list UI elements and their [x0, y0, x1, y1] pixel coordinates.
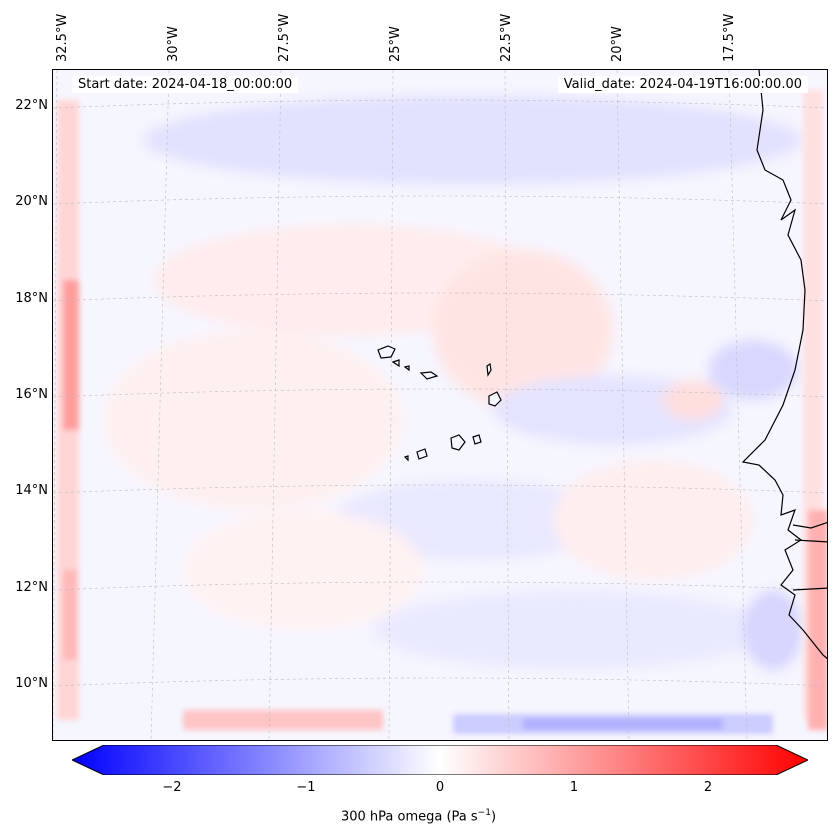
lon-label-22-5w: 22.5°W: [499, 13, 514, 62]
colorbar-tick-1: 1: [569, 780, 579, 795]
lat-label-12n: 12°N: [15, 580, 48, 595]
lat-label-22n: 22°N: [15, 98, 48, 113]
colorbar: [72, 745, 808, 775]
lon-label-32-5w: 32.5°W: [55, 13, 70, 62]
start-date-label: Start date: 2024-04-18_00:00:00: [72, 76, 299, 93]
lat-label-14n: 14°N: [15, 483, 48, 498]
colorbar-label-close: ): [490, 809, 497, 825]
colorbar-tick-neg2: −2: [162, 780, 182, 795]
lat-label-18n: 18°N: [15, 291, 48, 306]
omega-shading: [103, 95, 803, 670]
coastline: [741, 70, 827, 660]
boundary-zones: [57, 90, 827, 734]
lon-label-20w: 20°W: [610, 26, 625, 62]
lat-label-16n: 16°N: [15, 387, 48, 402]
colorbar-tick-2: 2: [703, 780, 713, 795]
omega-map: [52, 69, 828, 741]
colorbar-tick-0: 0: [435, 780, 445, 795]
colorbar-tick-neg1: −1: [296, 780, 316, 795]
lon-label-30w: 30°W: [166, 26, 181, 62]
valid-date-label: Valid_date: 2024-04-19T16:00:00.00: [557, 76, 808, 93]
lon-label-25w: 25°W: [388, 26, 403, 62]
colorbar-label-exponent: −1: [477, 808, 491, 818]
lon-label-17-5w: 17.5°W: [722, 13, 737, 62]
graticule: [53, 70, 827, 740]
cape-verde-islands: [377, 345, 502, 462]
lat-label-10n: 10°N: [15, 676, 48, 691]
colorbar-label-main: 300 hPa omega (Pa s: [340, 809, 478, 825]
colorbar-label: 300 hPa omega (Pa s−1): [0, 808, 837, 824]
omega-field: [53, 70, 827, 740]
lat-label-20n: 20°N: [15, 194, 48, 209]
lon-label-27-5w: 27.5°W: [277, 13, 292, 62]
